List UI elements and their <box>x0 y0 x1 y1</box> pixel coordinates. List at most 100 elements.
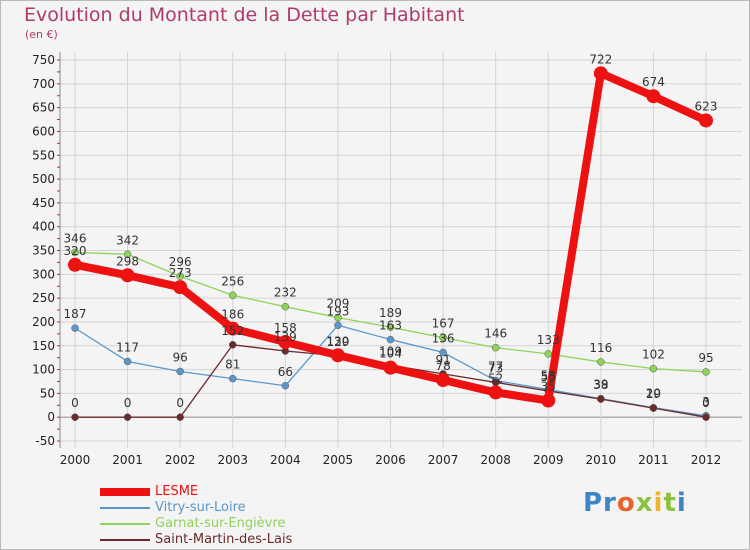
data-point <box>281 382 290 390</box>
data-label: 163 <box>379 319 402 333</box>
data-point <box>702 413 710 421</box>
data-label: 91 <box>435 353 450 367</box>
data-point <box>488 385 503 400</box>
chart-unit-label: (en €) <box>25 28 58 41</box>
data-label: 320 <box>64 244 87 258</box>
data-label: 298 <box>116 254 139 268</box>
data-label: 66 <box>278 365 293 379</box>
data-point <box>68 257 82 272</box>
data-point <box>123 250 132 259</box>
data-label: 104 <box>379 347 402 361</box>
data-point <box>334 321 342 330</box>
data-label: 186 <box>221 308 244 322</box>
data-label: 232 <box>274 286 297 300</box>
data-label: 0 <box>176 396 184 410</box>
y-tick-label: 400 <box>32 220 55 234</box>
legend-item: Garnat-sur-Engièvre <box>100 516 340 532</box>
data-label: 39 <box>593 378 608 392</box>
data-point <box>71 413 79 421</box>
data-label: 78 <box>435 359 450 373</box>
x-tick-label: 2010 <box>586 453 617 467</box>
chart-legend: LESME Vitry-sur-Loire Garnat-sur-Engièvre S… <box>100 484 340 548</box>
data-point <box>278 334 293 349</box>
y-tick-label: 600 <box>32 124 55 138</box>
data-point <box>593 66 608 81</box>
x-tick-label: 2007 <box>428 453 459 467</box>
data-point <box>71 248 79 257</box>
x-tick-label: 2003 <box>217 453 248 467</box>
data-label: 189 <box>379 306 402 320</box>
data-label: 38 <box>593 378 608 392</box>
data-point <box>597 395 605 403</box>
data-label: 146 <box>484 327 507 341</box>
data-point <box>229 341 237 349</box>
data-point <box>439 333 447 342</box>
data-label: 3 <box>702 395 710 409</box>
data-label: 158 <box>274 321 297 335</box>
data-point <box>544 350 552 358</box>
x-tick-label: 2006 <box>375 453 406 467</box>
data-label: 35 <box>541 380 556 394</box>
data-label: 58 <box>541 369 556 383</box>
legend-swatch <box>100 488 150 496</box>
legend-swatch <box>100 523 150 525</box>
data-point <box>646 89 661 104</box>
data-point <box>330 348 345 363</box>
data-point <box>597 358 605 366</box>
data-point <box>229 291 237 300</box>
data-point <box>71 324 79 332</box>
y-tick-label: 350 <box>32 244 55 258</box>
data-label: 273 <box>169 266 192 280</box>
data-label: 674 <box>642 75 665 89</box>
y-tick-label: 700 <box>32 77 55 91</box>
data-point <box>176 413 184 421</box>
data-point <box>541 393 556 408</box>
y-tick-label: 0 <box>47 410 55 424</box>
x-tick-label: 2002 <box>165 453 196 467</box>
data-point <box>386 335 395 344</box>
y-tick-label: -50 <box>35 434 55 448</box>
data-point <box>173 280 188 295</box>
data-label: 342 <box>116 233 139 247</box>
data-point <box>383 360 398 375</box>
data-label: 77 <box>488 360 503 374</box>
x-tick-label: 2009 <box>533 453 564 467</box>
data-point <box>439 348 447 357</box>
data-point <box>436 373 451 388</box>
chart-title: Evolution du Montant de la Dette par Hab… <box>24 4 465 26</box>
y-tick-label: 300 <box>32 267 55 281</box>
data-point <box>491 343 500 352</box>
y-tick-label: 650 <box>32 101 55 115</box>
y-tick-label: 200 <box>32 315 55 329</box>
data-label: 0 <box>702 396 710 410</box>
data-label: 117 <box>116 340 139 354</box>
legend-label: Garnat-sur-Engièvre <box>155 516 286 531</box>
data-point <box>386 323 395 331</box>
data-label: 52 <box>488 371 503 385</box>
y-tick-label: 750 <box>32 53 55 67</box>
x-tick-label: 2004 <box>270 453 301 467</box>
data-label: 109 <box>379 344 402 358</box>
data-label: 19 <box>646 387 661 401</box>
data-label: 96 <box>173 350 188 364</box>
legend-label: Vitry-sur-Loire <box>155 500 246 515</box>
x-tick-label: 2001 <box>112 453 143 467</box>
data-label: 209 <box>326 297 349 311</box>
data-point <box>699 113 713 128</box>
data-point <box>702 368 710 376</box>
y-tick-label: 500 <box>32 172 55 186</box>
x-tick-label: 2000 <box>60 453 91 467</box>
data-point <box>649 364 658 373</box>
legend-label: Saint-Martin-des-Lais <box>155 532 293 547</box>
data-label: 133 <box>537 333 560 347</box>
data-label: 130 <box>326 334 349 348</box>
data-point <box>120 268 135 283</box>
data-point <box>225 321 240 336</box>
legend-swatch <box>100 507 150 509</box>
data-label: 0 <box>71 396 79 410</box>
data-label: 256 <box>221 274 244 288</box>
data-label: 623 <box>695 99 718 113</box>
legend-item: Saint-Martin-des-Lais <box>100 532 340 548</box>
y-tick-label: 100 <box>32 363 55 377</box>
data-label: 0 <box>124 396 132 410</box>
